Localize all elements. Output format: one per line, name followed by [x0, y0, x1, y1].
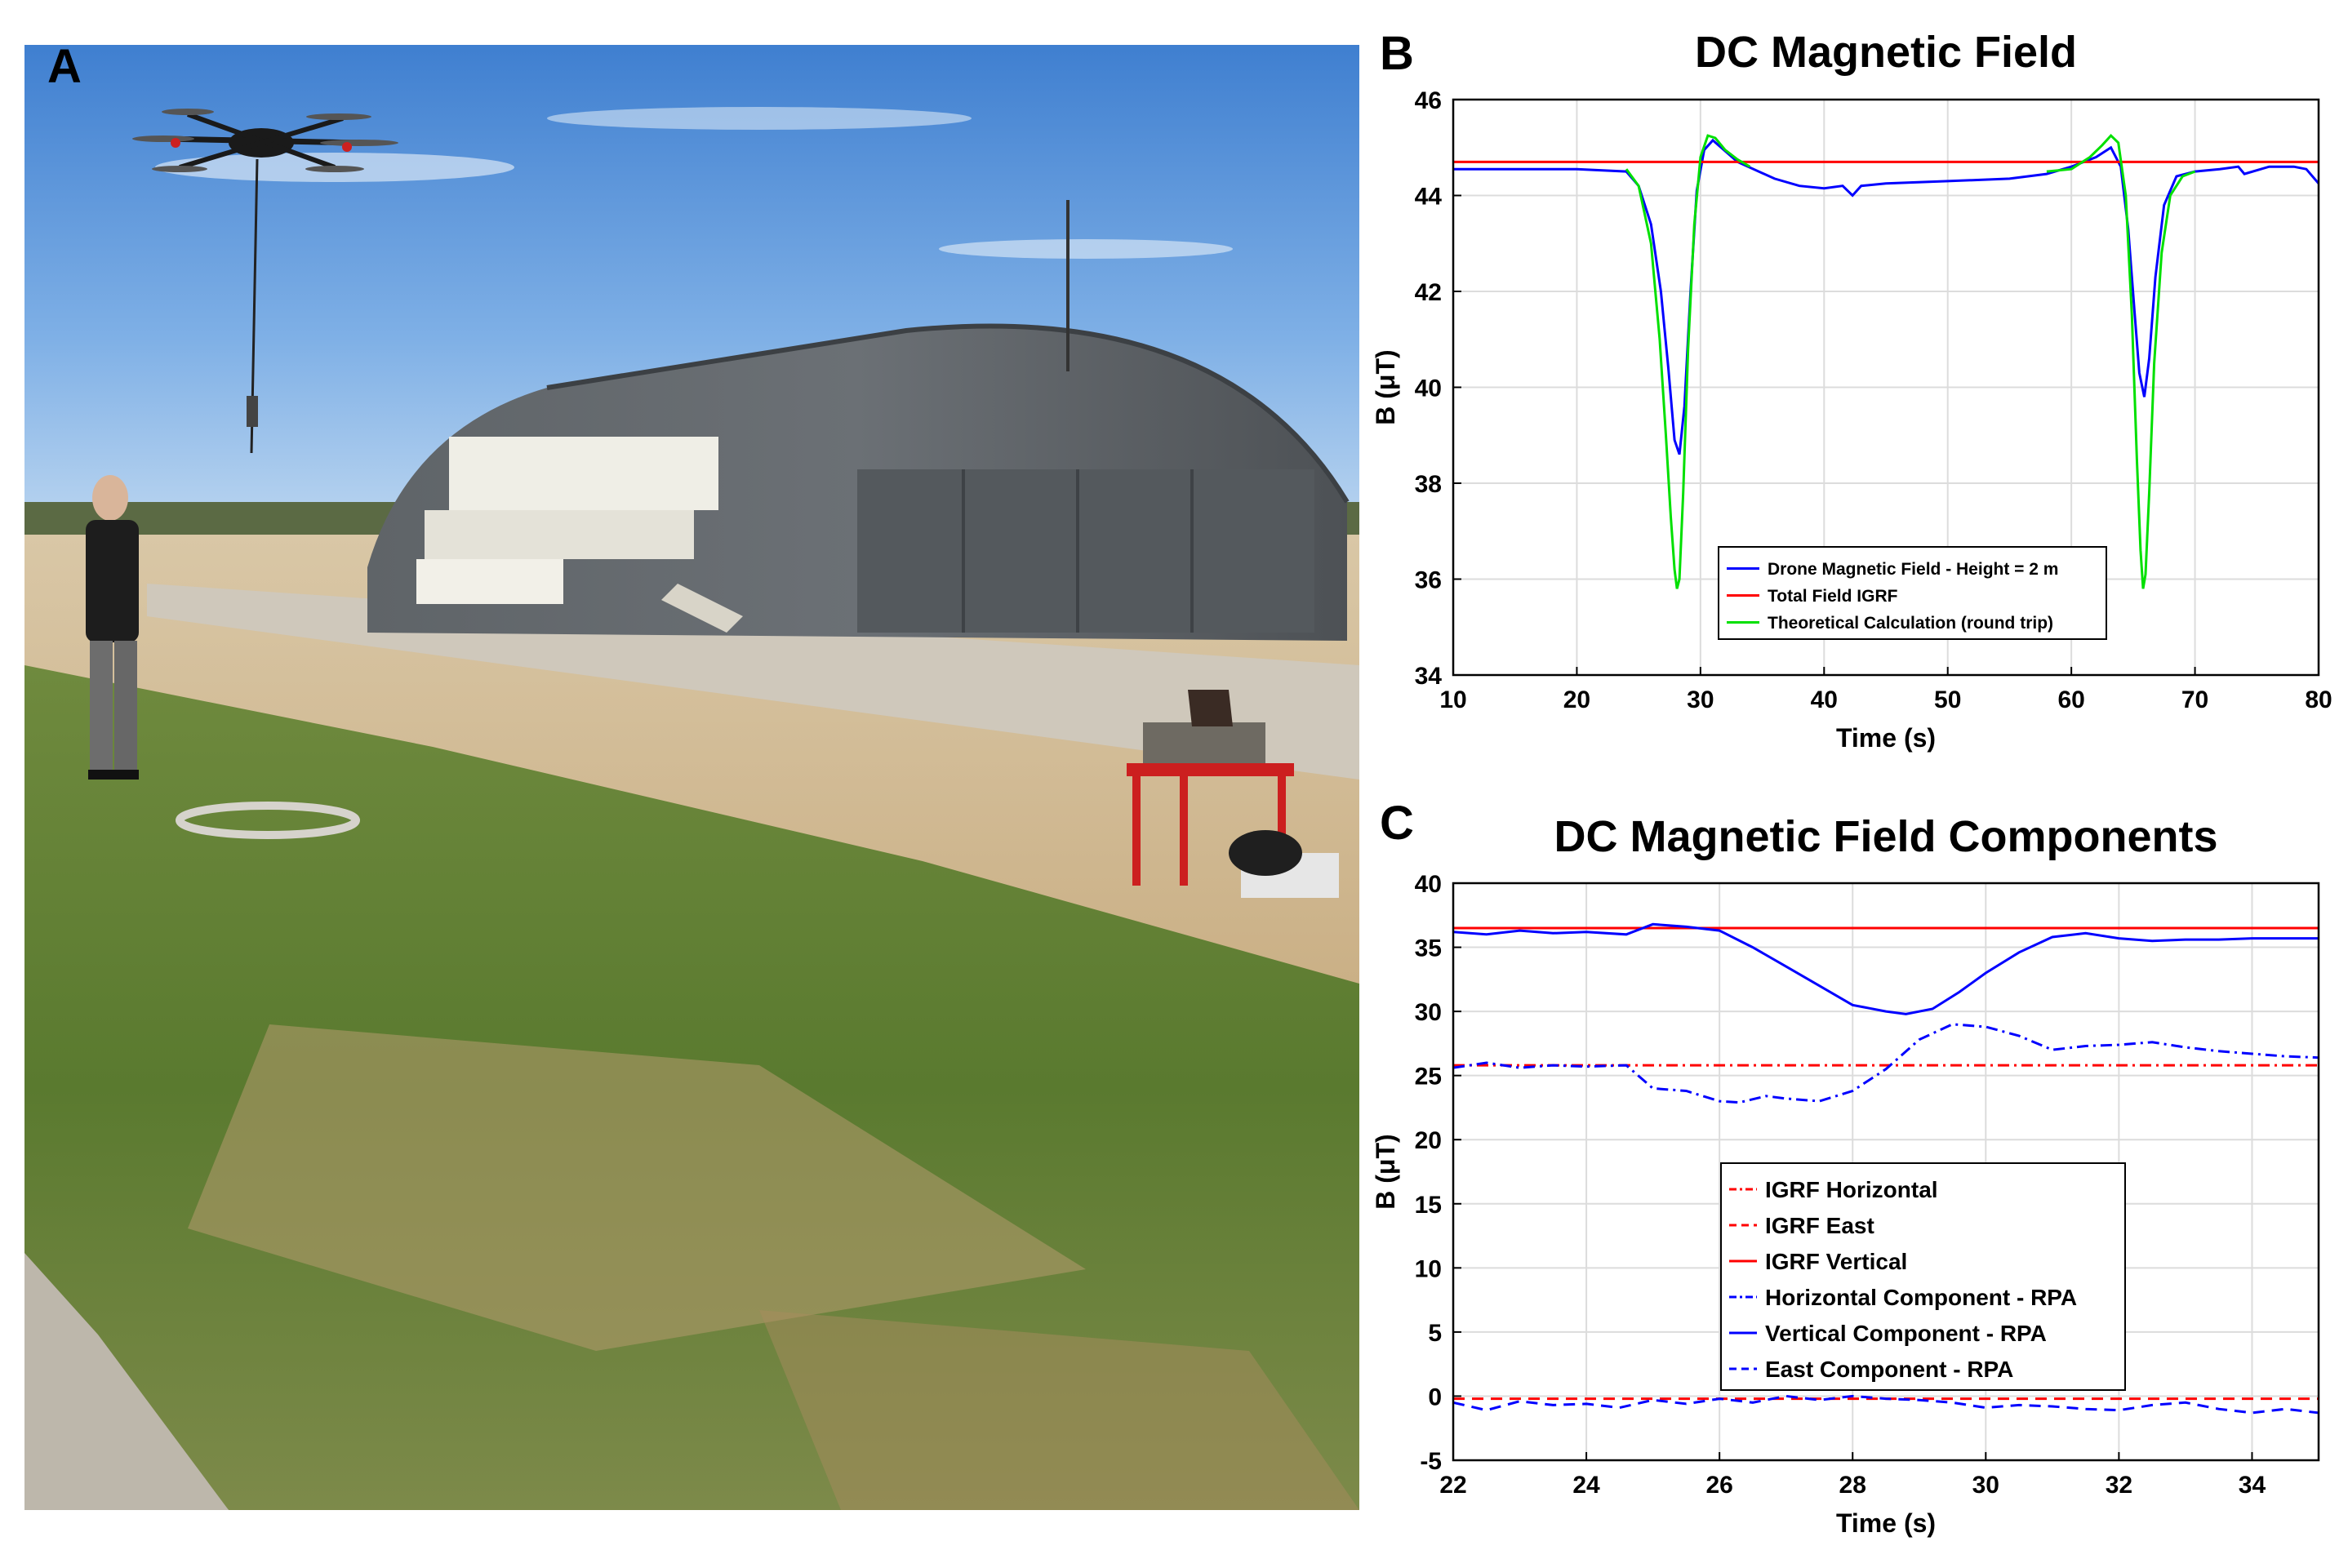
x-tick-label: 32 — [2106, 1472, 2132, 1499]
x-tick-label: 24 — [1572, 1472, 1600, 1499]
chart-title: DC Magnetic Field Components — [1554, 812, 2217, 861]
cloud — [547, 107, 972, 130]
red-table-with-laptop — [1127, 690, 1339, 898]
legend-entry-1: Drone Magnetic Field - Height = 2 m — [1768, 560, 2058, 579]
y-tick-label: -5 — [1420, 1448, 1442, 1475]
x-tick-label: 70 — [2181, 686, 2208, 713]
y-tick-label: 34 — [1415, 663, 1443, 690]
y-tick-label: 38 — [1415, 471, 1442, 498]
chart-dc-magnetic-field: DC Magnetic Field 10 20 30 40 50 60 70 80 34 36 38 4… — [1372, 28, 2332, 753]
x-tick-label: 22 — [1439, 1472, 1466, 1499]
sand-patches — [188, 1024, 1086, 1351]
x-tick-label: 40 — [1811, 686, 1838, 713]
x-axis-label: Time (s) — [1836, 1508, 1936, 1538]
legend-entry-4: Horizontal Component - RPA — [1765, 1285, 2077, 1310]
legend-entry-3: Theoretical Calculation (round trip) — [1768, 614, 2053, 633]
x-axis-label: Time (s) — [1836, 723, 1936, 753]
legend-entry-2: Total Field IGRF — [1768, 587, 1898, 606]
y-tick-label: 46 — [1415, 87, 1442, 114]
panel-label-c: C — [1380, 797, 1414, 850]
concrete-path — [24, 1253, 229, 1510]
legend-entry-2: IGRF East — [1765, 1213, 1874, 1238]
chart-title: DC Magnetic Field — [1695, 28, 2077, 77]
y-tick-label: 5 — [1428, 1320, 1442, 1347]
y-tick-label: 40 — [1415, 871, 1442, 898]
y-tick-label: 44 — [1415, 184, 1443, 211]
x-tick-label: 26 — [1705, 1472, 1732, 1499]
x-tick-label: 34 — [2239, 1472, 2266, 1499]
y-tick-label: 0 — [1428, 1384, 1442, 1410]
plot-frame — [1452, 98, 2320, 677]
series-line-3 — [1625, 134, 1751, 589]
legend-box — [1718, 546, 2107, 640]
series-line-3 — [2046, 133, 2196, 589]
y-tick-label: 10 — [1415, 1255, 1442, 1282]
hangar — [367, 200, 1350, 641]
y-tick-label: 30 — [1415, 999, 1442, 1026]
y-tick-label: 42 — [1415, 279, 1442, 306]
panel-label-b: B — [1380, 27, 1414, 80]
legend-entry-6: East Component - RPA — [1765, 1357, 2013, 1382]
x-tick-label: 28 — [1839, 1472, 1866, 1499]
y-tick-label: 36 — [1415, 567, 1442, 594]
chart-dc-magnetic-field-components: DC Magnetic Field Components 22 24 26 28 30 32… — [1372, 812, 2320, 1538]
x-tick-label: 20 — [1563, 686, 1590, 713]
operator-person — [86, 475, 139, 780]
x-tick-label: 30 — [1972, 1472, 1999, 1499]
drone — [132, 109, 398, 454]
y-tick-label: 15 — [1415, 1192, 1442, 1219]
y-axis-label: B (μT) — [1372, 1134, 1400, 1209]
panel-label-a: A — [47, 40, 82, 93]
series-line-6 — [1453, 1394, 2319, 1415]
plot-frame — [1452, 882, 2320, 1462]
legend-entry-5: Vertical Component - RPA — [1765, 1321, 2047, 1346]
loop-coil — [176, 802, 360, 839]
y-axis-label: B (μT) — [1372, 349, 1400, 424]
sand-patches — [759, 1310, 1359, 1510]
y-tick-label: 25 — [1415, 1064, 1442, 1090]
x-tick-label: 80 — [2305, 686, 2332, 713]
series-line-5 — [1453, 922, 2319, 1015]
x-tick-label: 30 — [1687, 686, 1714, 713]
cloud — [939, 239, 1233, 259]
legend-entry-1: IGRF Horizontal — [1765, 1177, 1938, 1202]
series-line-4 — [1453, 1023, 2319, 1104]
y-tick-label: 35 — [1415, 935, 1442, 962]
legend-entry-3: IGRF Vertical — [1765, 1249, 1907, 1274]
x-tick-label: 60 — [2057, 686, 2084, 713]
legend-box — [1720, 1162, 2126, 1391]
x-tick-label: 10 — [1439, 686, 1466, 713]
y-tick-label: 20 — [1415, 1127, 1442, 1154]
drone-field-photo — [24, 45, 1359, 1510]
x-tick-label: 50 — [1934, 686, 1961, 713]
y-tick-label: 40 — [1415, 375, 1442, 402]
